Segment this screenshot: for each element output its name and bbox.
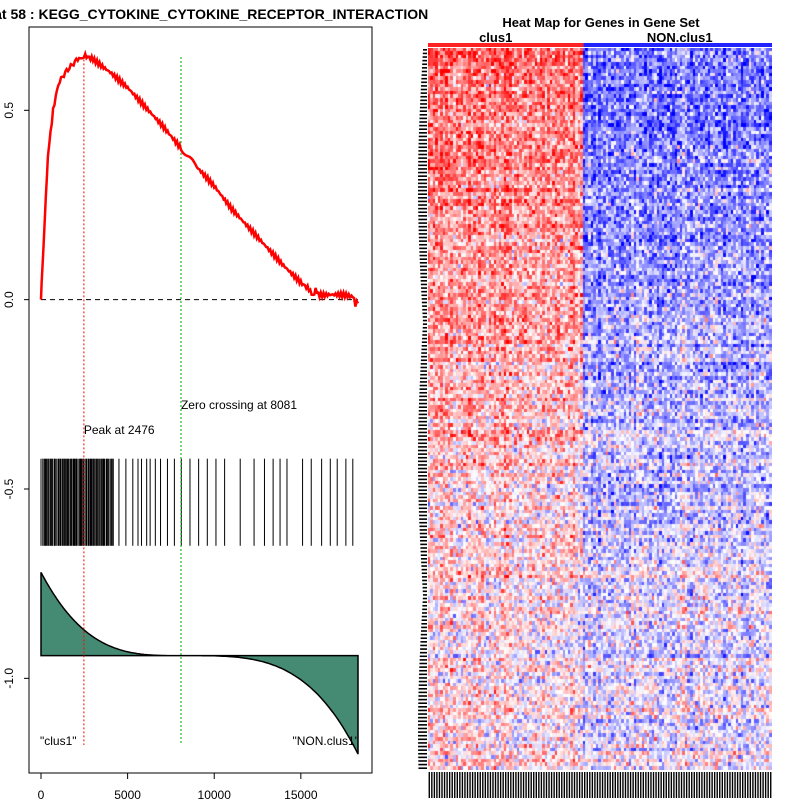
x-tick-label: 5000 [114, 788, 141, 800]
gsea-plot-title: Rank at 58 : KEGG_CYTOKINE_CYTOKINE_RECE… [0, 6, 428, 22]
group-bar-non-clus1 [583, 43, 772, 47]
phenotype-left-label: "clus1" [40, 734, 77, 748]
y-tick-label: -1.0 [2, 668, 16, 689]
phenotype-right-label: "NON.clus1" [292, 734, 359, 748]
heatmap-group-label-non-clus1: NON.clus1 [647, 30, 713, 45]
gene-hit-ticks [40, 458, 354, 546]
y-tick-label: 0.5 [2, 102, 16, 119]
gsea-y-axis: 0.5 0.0 -0.5 -1.0 [2, 102, 29, 689]
zero-crossing-label: Zero crossing at 8081 [181, 398, 297, 412]
gsea-x-axis: 0 5000 10000 15000 [38, 773, 318, 800]
heatmap-row-labels [418, 49, 427, 769]
x-tick-label: 15000 [284, 788, 318, 800]
heatmap-title: Heat Map for Genes in Gene Set [502, 15, 700, 30]
heatmap-group-label-clus1: clus1 [479, 30, 512, 45]
x-tick-label: 10000 [198, 788, 232, 800]
ranked-metric-fill [40, 571, 359, 755]
gsea-plot-frame [28, 26, 373, 774]
heatmap-cells [428, 48, 772, 770]
heatmap-column-labels [428, 772, 772, 798]
peak-label: Peak at 2476 [84, 423, 155, 437]
group-bar-clus1 [428, 43, 584, 47]
x-tick-label: 0 [38, 788, 45, 800]
y-tick-label: 0.0 [2, 291, 16, 308]
y-tick-label: -0.5 [2, 478, 16, 499]
enrichment-score-curve [39, 49, 360, 307]
